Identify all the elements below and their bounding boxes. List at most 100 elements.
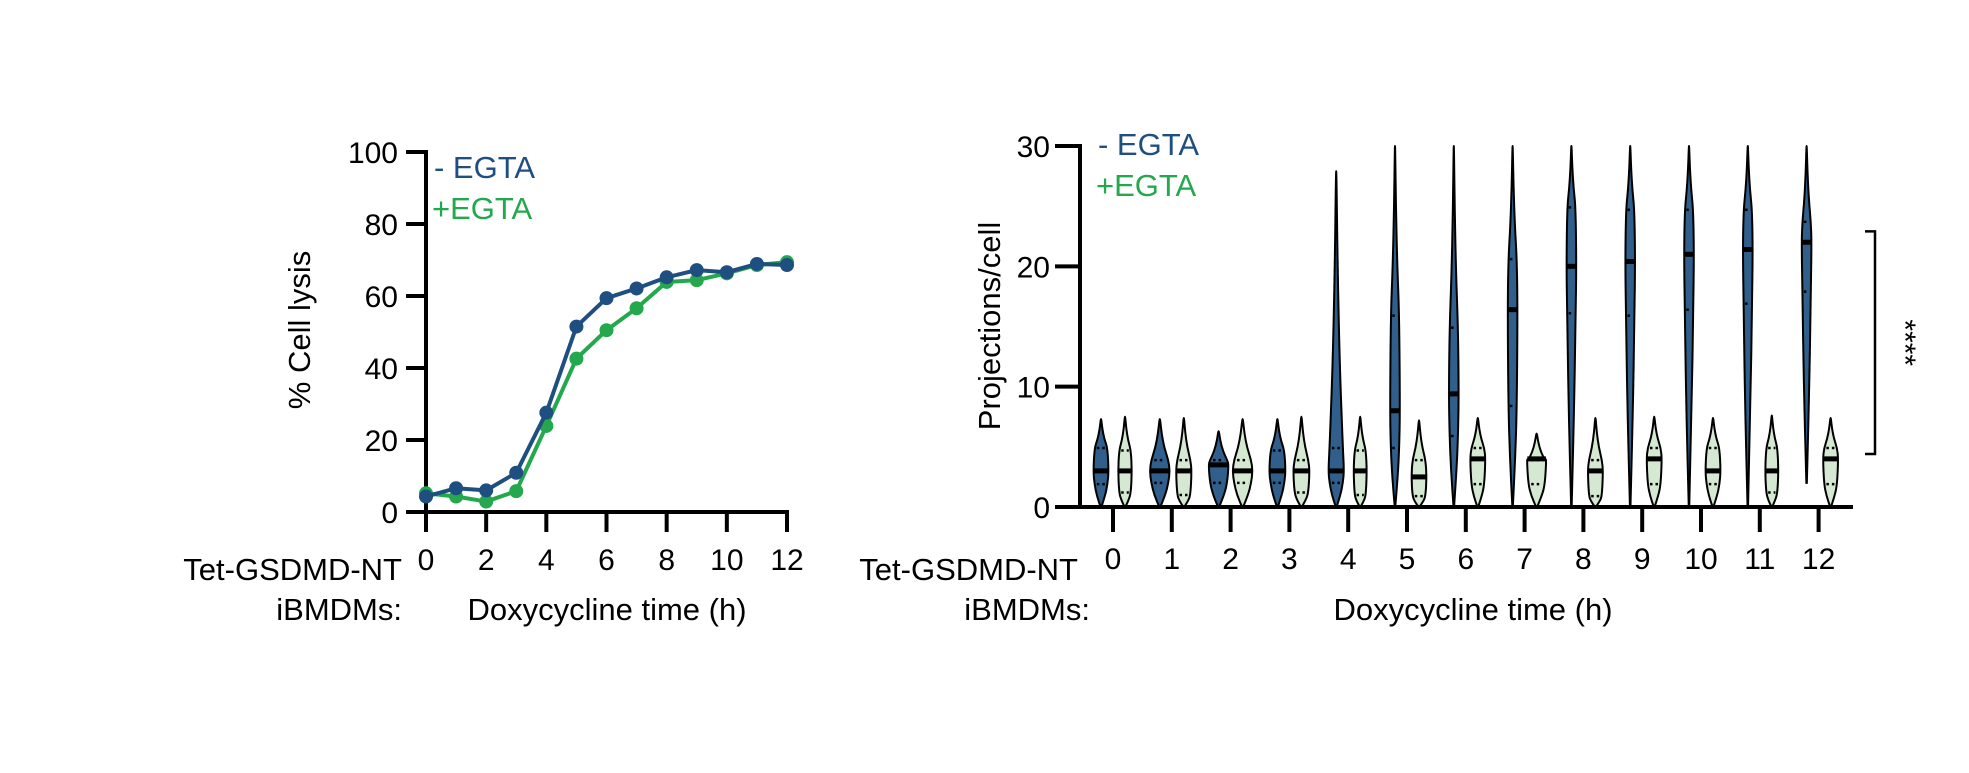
violin-body (1469, 416, 1487, 508)
data-point (749, 256, 764, 271)
violin-body (1117, 415, 1133, 508)
y-tick-label: 10 (1017, 372, 1050, 405)
violin-pair-2h (1207, 418, 1254, 508)
violin-body (1683, 144, 1695, 508)
violin-body (1565, 144, 1578, 508)
x-tick-label: 6 (598, 544, 615, 577)
violin-plus-egta (1704, 416, 1722, 508)
x-tick-label: 7 (1516, 543, 1533, 576)
violin-minus-egta (1448, 144, 1460, 508)
violin-pair-4h (1327, 170, 1368, 508)
data-point (479, 494, 494, 509)
data-point (539, 405, 554, 420)
violin-body (1645, 415, 1663, 508)
y-axis-ticks: 0 20 40 60 80 100 (348, 137, 426, 530)
data-point (599, 291, 614, 306)
y-tick-label: 80 (365, 209, 398, 242)
x-tick-label: 10 (710, 544, 743, 577)
violin-body (1149, 418, 1171, 508)
violin-pair-3h (1268, 415, 1311, 508)
legend-plus-egta: +EGTA (432, 191, 533, 226)
violins-group (1092, 144, 1839, 508)
violin-pair-0h (1092, 415, 1133, 508)
violin-minus-egta (1683, 144, 1695, 508)
violin-plus-egta (1764, 414, 1780, 508)
y-tick-label: 0 (1033, 492, 1050, 525)
x-tick-label: 12 (770, 544, 803, 577)
row-label-line1: Tet-GSDMD-NT (859, 552, 1078, 587)
y-axis-label: % Cell lysis (282, 251, 317, 409)
x-tick-label: 6 (1457, 543, 1474, 576)
violin-body (1327, 170, 1345, 508)
violin-minus-egta (1565, 144, 1578, 508)
violin-body (1410, 419, 1428, 508)
violin-body (1506, 144, 1519, 508)
violin-pair-10h (1683, 144, 1722, 508)
data-point (689, 273, 704, 288)
violin-minus-egta (1327, 170, 1345, 508)
x-axis-label: Doxycycline time (h) (467, 592, 746, 627)
y-axis-label: Projections/cell (972, 222, 1007, 430)
violin-pair-9h (1624, 144, 1663, 508)
violin-pair-8h (1565, 144, 1604, 508)
violin-body (1268, 418, 1287, 508)
violin-plus-egta (1587, 416, 1604, 508)
violin-body (1742, 144, 1754, 508)
violin-plus-egta (1469, 416, 1487, 508)
x-tick-label: 8 (1575, 543, 1592, 576)
violin-body (1448, 144, 1460, 508)
violin-pair-5h (1389, 144, 1428, 508)
violin-plus-egta (1526, 432, 1548, 508)
x-tick-label: 9 (1634, 543, 1651, 576)
violin-body (1624, 144, 1636, 508)
violin-body (1231, 418, 1254, 508)
violin-pair-6h (1448, 144, 1487, 508)
y-tick-label: 60 (365, 281, 398, 314)
x-axis-ticks: 0 1 2 3 4 5 6 7 8 9 10 11 12 (1105, 507, 1835, 576)
significance-bracket: **** (1865, 230, 1921, 456)
violin-plus-egta (1117, 415, 1133, 508)
violin-plus-egta (1410, 419, 1428, 508)
x-tick-label: 4 (538, 544, 555, 577)
legend-plus-egta: +EGTA (1096, 168, 1197, 203)
x-tick-label: 11 (1744, 543, 1775, 576)
violin-body (1175, 416, 1193, 508)
data-point (479, 483, 494, 498)
violin-minus-egta (1268, 418, 1287, 508)
violin-body (1800, 144, 1813, 484)
violin-minus-egta (1092, 418, 1110, 508)
violin-minus-egta (1800, 144, 1813, 484)
data-point (419, 489, 433, 504)
legend-minus-egta: - EGTA (1098, 127, 1199, 162)
data-point (719, 265, 734, 280)
x-axis-ticks: 0 2 4 6 8 10 12 (418, 512, 804, 577)
x-tick-label: 8 (658, 544, 675, 577)
y-tick-label: 100 (348, 137, 398, 170)
x-tick-label: 0 (1105, 543, 1122, 576)
data-point (629, 301, 644, 316)
x-tick-label: 12 (1802, 543, 1835, 576)
legend-minus-egta: - EGTA (434, 150, 535, 185)
series-minus-egta (419, 256, 794, 504)
x-tick-label: 2 (1222, 543, 1239, 576)
data-point (780, 258, 794, 273)
violin-body (1207, 430, 1230, 508)
data-point (629, 281, 644, 296)
row-label-line2: iBMDMs: (276, 592, 402, 627)
y-tick-label: 40 (365, 353, 398, 386)
violin-body (1526, 432, 1548, 508)
violin-body (1389, 144, 1401, 508)
y-tick-label: 20 (365, 425, 398, 458)
data-point (689, 263, 704, 278)
violin-body (1587, 416, 1604, 508)
violin-body (1292, 415, 1311, 508)
violin-pair-12h (1800, 144, 1839, 508)
data-point (569, 319, 584, 334)
violin-plus-egta (1175, 416, 1193, 508)
data-point (509, 465, 524, 480)
violin-body (1352, 415, 1368, 508)
y-tick-label: 30 (1017, 131, 1050, 164)
bracket-line (1865, 230, 1877, 456)
violin-body (1704, 416, 1722, 508)
